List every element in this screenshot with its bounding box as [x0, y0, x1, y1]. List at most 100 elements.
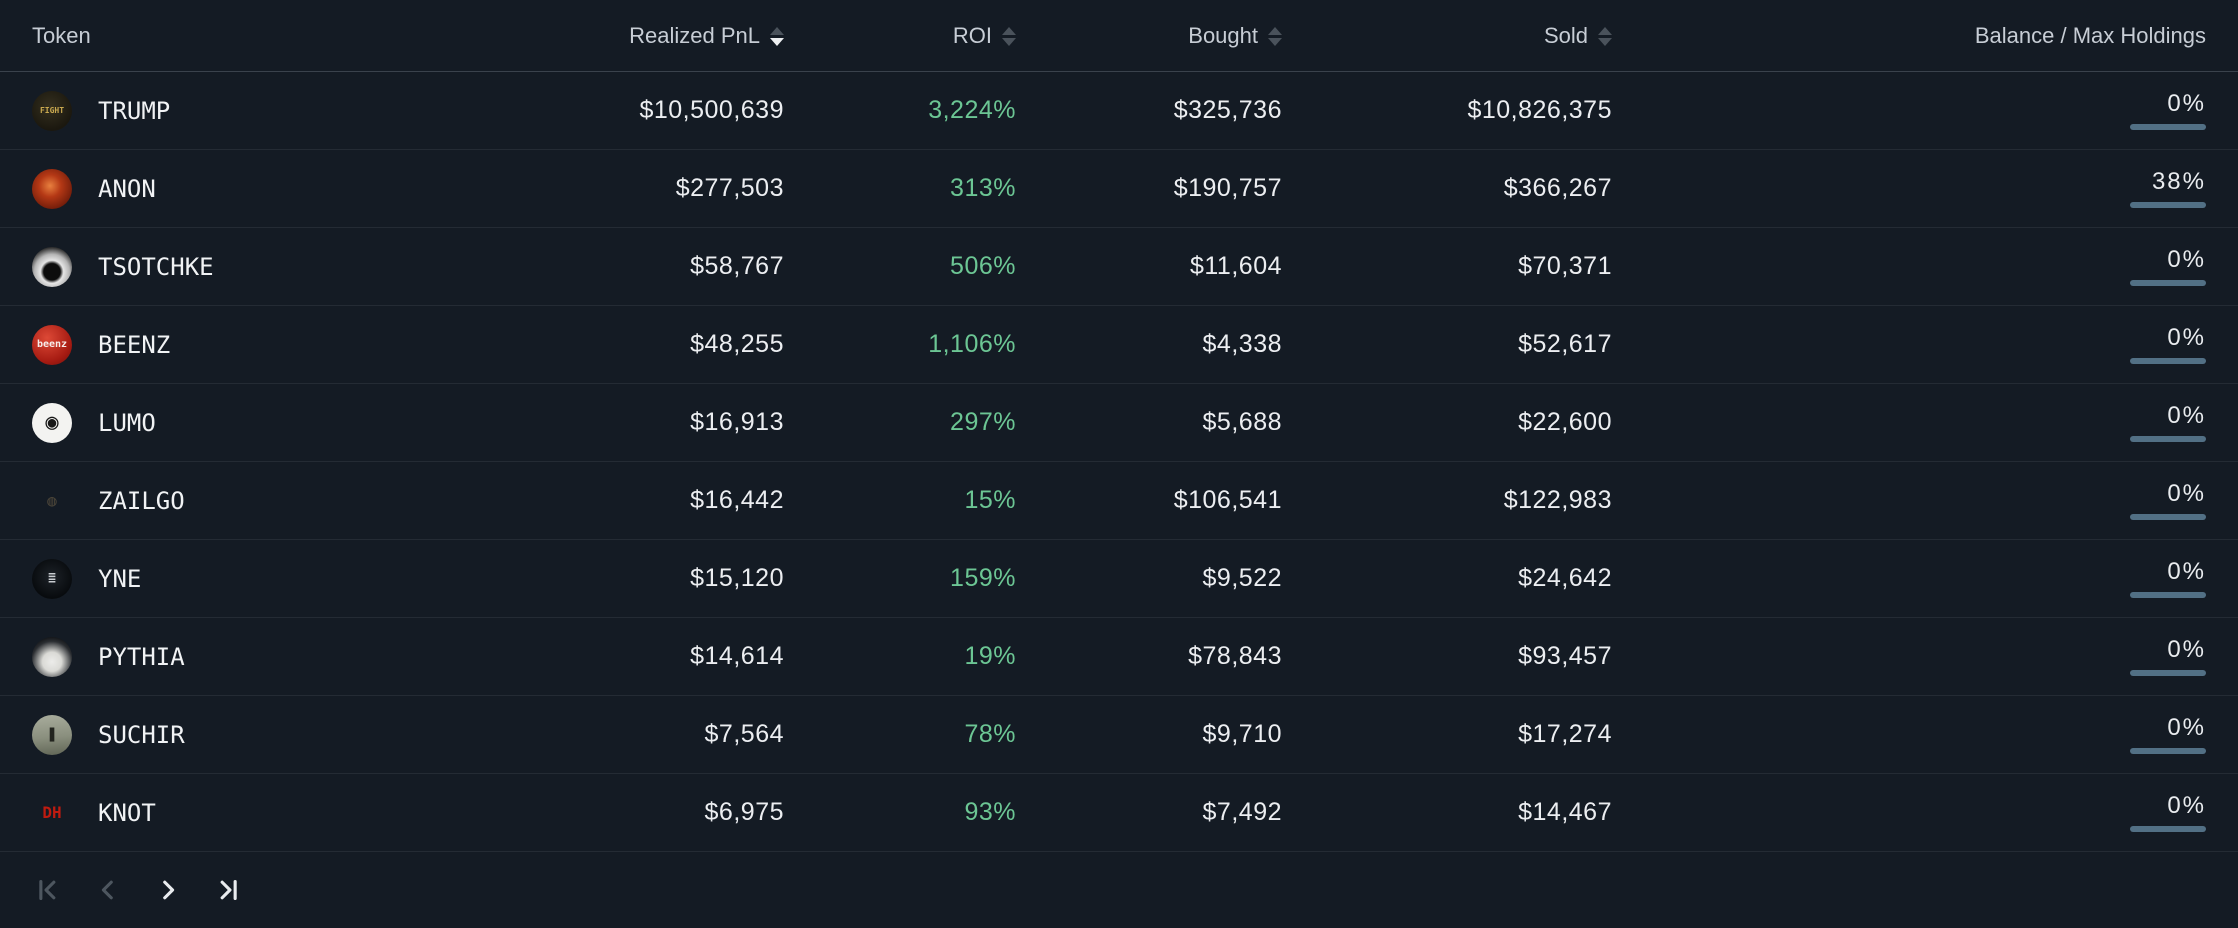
sort-asc-icon: [1002, 26, 1016, 35]
balance-progress-bar: [2130, 669, 2206, 676]
table-row[interactable]: DH KNOT $6,975 93% $7,492 $14,467 0%: [0, 774, 2238, 852]
token-icon: [32, 168, 72, 209]
balance-percent: 0%: [2167, 635, 2206, 663]
balance-cell: 0%: [1612, 635, 2206, 676]
balance-progress-bar: [2130, 435, 2206, 442]
balance-progress-bar: [2130, 513, 2206, 520]
token-name: TRUMP: [98, 96, 171, 125]
table-body: FIGHT TRUMP $10,500,639 3,224% $325,736 …: [0, 72, 2238, 852]
column-label: Realized PnL: [629, 22, 760, 48]
balance-percent: 0%: [2167, 245, 2206, 273]
token-icon-glyph: ≣: [48, 571, 56, 586]
token-icon-glyph: beenz: [36, 338, 68, 350]
roi-value: 297%: [950, 408, 1016, 436]
token-icon: ◍: [32, 481, 72, 521]
column-header[interactable]: ROI: [784, 23, 1016, 49]
token-cell: ◍ ZAILGO: [32, 481, 560, 521]
table-row[interactable]: ❚ SUCHIR $7,564 78% $9,710 $17,274 0%: [0, 696, 2238, 774]
column-header[interactable]: Bought: [1016, 23, 1282, 49]
column-header: Balance / Max Holdings: [1612, 23, 2206, 49]
roi-value: 78%: [964, 720, 1016, 748]
balance-cell: 0%: [1612, 557, 2206, 598]
balance-percent: 0%: [2167, 557, 2206, 585]
balance-cell: 0%: [1612, 715, 2206, 754]
column-label: Balance / Max Holdings: [1974, 22, 2206, 48]
table-row[interactable]: ≣ YNE $15,120 159% $9,522 $24,642 0%: [0, 540, 2238, 618]
column-header[interactable]: Sold: [1282, 23, 1612, 49]
balance-cell: 0%: [1612, 401, 2206, 442]
bought-value: $5,688: [1202, 408, 1282, 436]
column-label: ROI: [952, 22, 992, 48]
table-row[interactable]: ◉ LUMO $16,913 297% $5,688 $22,600 0%: [0, 384, 2238, 462]
token-cell: ANON: [32, 168, 560, 209]
balance-progress-bar: [2130, 825, 2206, 832]
sold-value: $10,826,375: [1467, 96, 1612, 124]
sold-value: $366,267: [1503, 174, 1612, 202]
token-icon: [32, 246, 72, 287]
column-header[interactable]: Realized PnL: [560, 23, 784, 49]
roi-value: 313%: [950, 174, 1016, 202]
token-icon: beenz: [32, 324, 72, 365]
table-header-row: Token Realized PnL ROI Bought Sold Balan…: [0, 0, 2238, 72]
token-cell: FIGHT TRUMP: [32, 90, 560, 131]
bought-value: $9,710: [1202, 720, 1282, 748]
realized-pnl-value: $7,564: [704, 720, 784, 748]
token-cell: DH KNOT: [32, 793, 560, 833]
token-icon-glyph: ◍: [47, 490, 57, 510]
table-row[interactable]: ◍ ZAILGO $16,442 15% $106,541 $122,983 0…: [0, 462, 2238, 540]
token-cell: beenz BEENZ: [32, 324, 560, 365]
table-row[interactable]: FIGHT TRUMP $10,500,639 3,224% $325,736 …: [0, 72, 2238, 150]
balance-percent: 0%: [2167, 479, 2206, 507]
token-icon: FIGHT: [32, 90, 72, 131]
last-page-button[interactable]: [210, 872, 246, 908]
token-icon: DH: [32, 793, 72, 833]
sort-arrows-icon: [1598, 26, 1612, 46]
token-cell: PYTHIA: [32, 636, 560, 677]
bought-value: $9,522: [1202, 564, 1282, 592]
sold-value: $93,457: [1518, 642, 1612, 670]
balance-percent: 0%: [2167, 401, 2206, 429]
sold-value: $17,274: [1518, 720, 1612, 748]
table-row[interactable]: PYTHIA $14,614 19% $78,843 $93,457 0%: [0, 618, 2238, 696]
next-page-button[interactable]: [150, 872, 186, 908]
balance-cell: 0%: [1612, 325, 2206, 364]
balance-progress-bar: [2130, 201, 2206, 208]
roi-value: 93%: [964, 798, 1016, 826]
sort-arrows-icon: [1268, 26, 1282, 46]
table-row[interactable]: TSOTCHKE $58,767 506% $11,604 $70,371 0%: [0, 228, 2238, 306]
sort-arrows-icon: [1002, 26, 1016, 46]
balance-cell: 0%: [1612, 245, 2206, 286]
realized-pnl-value: $6,975: [704, 798, 784, 826]
sold-value: $14,467: [1518, 798, 1612, 826]
table-row[interactable]: ANON $277,503 313% $190,757 $366,267 38%: [0, 150, 2238, 228]
realized-pnl-value: $10,500,639: [639, 96, 784, 124]
sold-value: $24,642: [1518, 564, 1612, 592]
realized-pnl-value: $16,913: [690, 408, 784, 436]
token-name: TSOTCHKE: [98, 252, 214, 281]
previous-page-icon: [101, 880, 113, 900]
token-icon-glyph: ❚: [46, 724, 58, 744]
token-name: KNOT: [98, 798, 156, 827]
sort-desc-icon: [1598, 37, 1612, 46]
token-name: LUMO: [98, 408, 156, 437]
roi-value: 159%: [950, 564, 1016, 592]
column-label: Bought: [1188, 22, 1258, 48]
token-icon: ❚: [32, 714, 72, 755]
bought-value: $7,492: [1202, 798, 1282, 826]
first-page-button[interactable]: [30, 872, 66, 908]
balance-cell: 0%: [1612, 479, 2206, 520]
bought-value: $4,338: [1202, 330, 1282, 358]
token-icon-glyph: DH: [42, 802, 62, 822]
token-cell: ❚ SUCHIR: [32, 714, 560, 755]
realized-pnl-value: $15,120: [690, 564, 784, 592]
table-row[interactable]: beenz BEENZ $48,255 1,106% $4,338 $52,61…: [0, 306, 2238, 384]
sort-arrows-icon: [770, 26, 784, 46]
balance-progress-bar: [2130, 591, 2206, 598]
sort-desc-icon: [1268, 37, 1282, 46]
sort-desc-icon: [1002, 37, 1016, 46]
previous-page-button[interactable]: [90, 872, 126, 908]
token-icon: [32, 636, 72, 677]
token-cell: ◉ LUMO: [32, 402, 560, 443]
bought-value: $78,843: [1188, 642, 1282, 670]
